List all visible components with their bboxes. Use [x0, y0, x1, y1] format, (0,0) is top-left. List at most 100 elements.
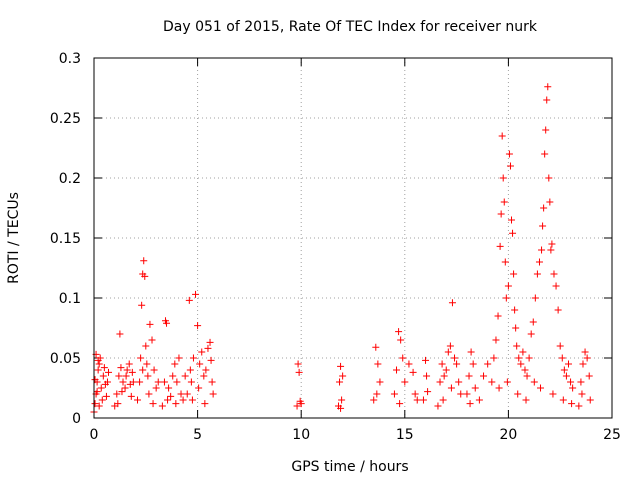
data-point — [177, 390, 185, 398]
data-point — [519, 348, 527, 356]
data-point — [95, 360, 103, 368]
data-point — [95, 402, 103, 410]
data-point — [405, 360, 413, 368]
data-point — [442, 366, 450, 374]
data-point — [568, 400, 576, 408]
data-point — [185, 296, 193, 304]
data-point — [149, 400, 157, 408]
data-point — [119, 378, 127, 386]
data-point — [423, 372, 431, 380]
data-point — [453, 360, 461, 368]
data-point — [447, 384, 455, 392]
data-point — [202, 366, 210, 374]
data-point — [496, 242, 504, 250]
data-point — [436, 378, 444, 386]
x-tick-label: 15 — [396, 427, 414, 443]
data-point — [409, 368, 417, 376]
data-point — [200, 372, 208, 380]
data-point — [413, 396, 421, 404]
data-point — [196, 360, 204, 368]
data-point — [533, 270, 541, 278]
data-point — [206, 338, 214, 346]
data-point — [117, 364, 125, 372]
data-point — [338, 396, 346, 404]
x-tick-label: 5 — [193, 427, 202, 443]
data-point — [142, 342, 150, 350]
data-points — [90, 83, 594, 416]
y-tick-label: 0.3 — [59, 51, 81, 67]
data-point — [538, 246, 546, 254]
data-point — [488, 378, 496, 386]
data-point — [577, 378, 585, 386]
data-point — [508, 216, 516, 224]
data-point — [139, 366, 147, 374]
data-point — [549, 390, 557, 398]
data-point — [471, 384, 479, 392]
data-point — [501, 258, 509, 266]
data-point — [399, 354, 407, 362]
data-point — [439, 396, 447, 404]
data-point — [527, 330, 535, 338]
data-point — [480, 372, 488, 380]
data-point — [376, 378, 384, 386]
data-point — [586, 396, 594, 404]
data-point — [556, 342, 564, 350]
data-point — [424, 388, 432, 396]
data-point — [567, 378, 575, 386]
data-point — [396, 400, 404, 408]
data-point — [422, 356, 430, 364]
data-point — [201, 400, 209, 408]
y-tick-label: 0.05 — [50, 351, 81, 367]
data-point — [167, 392, 175, 400]
data-point — [504, 282, 512, 290]
data-point — [183, 390, 191, 398]
data-point — [97, 384, 105, 392]
data-point — [154, 378, 162, 386]
data-point — [451, 354, 459, 362]
y-tick-label: 0.25 — [50, 111, 81, 127]
data-point — [503, 378, 511, 386]
data-point — [434, 402, 442, 410]
data-point — [581, 348, 589, 356]
data-point — [125, 360, 133, 368]
data-point — [173, 378, 181, 386]
data-point — [127, 392, 135, 400]
data-point — [537, 384, 545, 392]
data-point — [492, 336, 500, 344]
data-point — [113, 390, 121, 398]
data-point — [457, 390, 465, 398]
data-point — [511, 306, 519, 314]
data-point — [585, 372, 593, 380]
data-point — [102, 392, 110, 400]
data-point — [411, 390, 419, 398]
data-point — [546, 198, 554, 206]
data-point — [194, 322, 202, 330]
data-point — [541, 150, 549, 158]
data-point — [490, 354, 498, 362]
data-point — [542, 126, 550, 134]
data-point — [148, 336, 156, 344]
data-point — [463, 390, 471, 398]
data-point — [446, 342, 454, 350]
data-point — [336, 378, 344, 386]
data-point — [337, 362, 345, 370]
data-point — [505, 150, 513, 158]
data-point — [294, 360, 302, 368]
data-point — [543, 96, 551, 104]
y-tick-label: 0 — [72, 411, 81, 427]
data-point — [181, 372, 189, 380]
data-point — [91, 400, 99, 408]
data-point — [465, 372, 473, 380]
data-point — [105, 368, 113, 376]
data-point — [121, 384, 129, 392]
data-point — [500, 198, 508, 206]
data-point — [401, 378, 409, 386]
data-point — [512, 324, 520, 332]
data-point — [578, 390, 586, 398]
data-point — [438, 360, 446, 368]
data-point — [372, 343, 380, 351]
data-point — [558, 354, 566, 362]
data-point — [123, 366, 131, 374]
data-point — [525, 354, 533, 362]
data-point — [444, 348, 452, 356]
